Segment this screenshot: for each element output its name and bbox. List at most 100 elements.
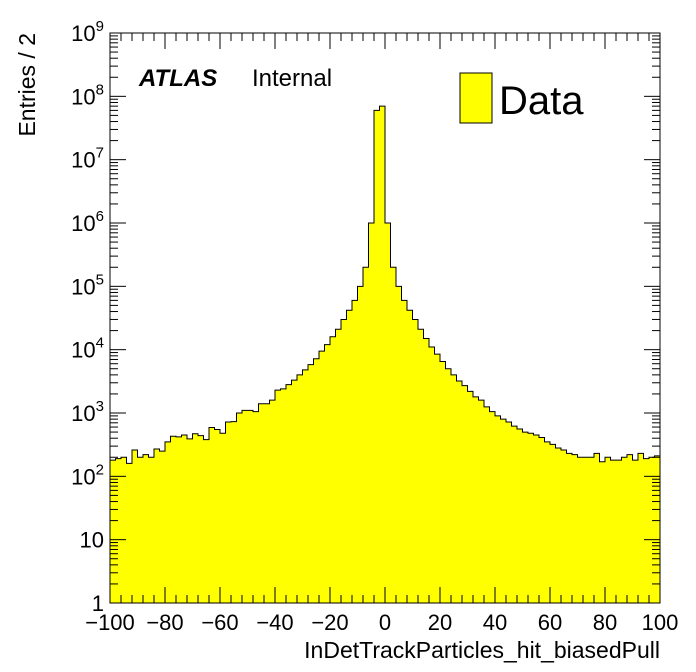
- histogram-bar: [418, 329, 424, 603]
- histogram-bar: [176, 436, 182, 603]
- histogram-bar: [126, 463, 132, 603]
- histogram-bar: [588, 457, 594, 603]
- histogram-bar: [478, 400, 484, 603]
- histogram-bar: [324, 344, 330, 603]
- histogram-bar: [572, 454, 578, 603]
- histogram-bar: [335, 329, 341, 603]
- histogram-bar: [456, 381, 462, 603]
- histogram-bar: [115, 458, 121, 603]
- histogram-bar: [242, 410, 248, 603]
- plot-frame: [109, 32, 661, 604]
- histogram-bar: [313, 358, 319, 603]
- histogram-bar: [484, 406, 490, 603]
- histogram-bar: [654, 455, 660, 603]
- histogram-bar: [561, 450, 567, 603]
- histogram-bar: [610, 460, 616, 603]
- histogram-bar: [412, 319, 418, 603]
- x-tick-label: 0: [379, 610, 391, 635]
- histogram-bar: [374, 110, 380, 603]
- histogram-bar: [165, 441, 171, 603]
- y-tick-label: 108: [71, 81, 104, 109]
- histogram-bar: [401, 300, 407, 603]
- histogram-bar: [467, 391, 473, 603]
- histogram-bar: [198, 435, 204, 603]
- histogram-bar: [462, 385, 468, 603]
- histogram-bar: [429, 347, 435, 603]
- x-tick-label: 40: [483, 610, 507, 635]
- histogram-bar: [533, 434, 539, 603]
- histogram-bar: [632, 460, 638, 603]
- y-tick-label: 104: [71, 335, 104, 363]
- y-tick-label: 103: [71, 398, 104, 426]
- histogram-bar: [379, 106, 385, 603]
- legend-swatch: [459, 72, 493, 124]
- histogram-bar: [269, 400, 275, 603]
- histogram-bar: [253, 411, 259, 603]
- histogram-bar: [500, 419, 506, 603]
- histogram-bar: [357, 286, 363, 603]
- histogram-bar: [132, 450, 138, 603]
- experiment-label: ATLAS: [138, 65, 217, 92]
- histogram-bar: [297, 374, 303, 603]
- histogram-bar: [286, 384, 292, 603]
- histogram-bar: [159, 451, 165, 603]
- histogram-bar: [231, 421, 237, 603]
- x-tick-label: −40: [256, 610, 293, 635]
- x-tick-label: −80: [146, 610, 183, 635]
- histogram-bar: [385, 223, 391, 603]
- histogram-bar: [390, 267, 396, 603]
- histogram-bar: [110, 460, 116, 603]
- histogram-bar: [247, 410, 253, 603]
- histogram-bar: [203, 439, 209, 603]
- histogram-bar: [511, 426, 517, 603]
- histogram-bar: [544, 441, 550, 603]
- histogram-bar: [440, 361, 446, 603]
- histogram-bar: [445, 368, 451, 603]
- legend: Data: [459, 72, 584, 124]
- histogram-bar: [473, 396, 479, 603]
- histogram-bar: [170, 436, 176, 603]
- histogram-bar: [275, 390, 281, 603]
- histogram-bar: [148, 457, 154, 603]
- y-tick-label: 10: [80, 528, 104, 553]
- histogram-bar: [566, 453, 572, 603]
- x-tick-label: −60: [201, 610, 238, 635]
- histogram-bar: [451, 374, 457, 603]
- histogram-bar: [577, 457, 583, 603]
- histogram-bar: [341, 319, 347, 603]
- histogram-bar: [506, 422, 512, 603]
- histogram-bar: [583, 457, 589, 603]
- histogram-bar: [154, 449, 160, 603]
- x-tick-labels: −100 −80 −60 −40 −20 0 20 40 60 80 100: [85, 610, 678, 635]
- y-tick-label: 105: [71, 271, 104, 299]
- histogram-bar: [528, 433, 534, 603]
- histogram-bar: [555, 448, 561, 603]
- histogram-bar: [550, 444, 556, 603]
- y-tick-label: 1: [92, 591, 104, 616]
- histogram-bar: [214, 429, 220, 603]
- histogram-bar: [319, 351, 325, 603]
- x-axis-title: InDetTrackParticles_hit_biasedPull: [304, 637, 660, 663]
- histogram-bar: [621, 457, 627, 603]
- histogram-bar: [489, 411, 495, 603]
- histogram-bar: [423, 338, 429, 603]
- histogram-bar: [616, 460, 622, 603]
- histogram-bar: [121, 457, 127, 603]
- histogram-bar: [599, 461, 605, 603]
- histogram-bar: [627, 454, 633, 603]
- x-tick-label: 100: [642, 610, 679, 635]
- histogram-bar: [308, 364, 314, 603]
- x-tick-label: 20: [428, 610, 452, 635]
- status-label: Internal: [252, 65, 332, 92]
- legend-entry-data: Data: [499, 79, 584, 123]
- histogram-bar: [363, 267, 369, 603]
- histogram-bar: [181, 434, 187, 603]
- histogram-bar: [396, 286, 402, 603]
- histogram-bar: [346, 310, 352, 603]
- histogram-outline: [109, 105, 661, 603]
- histogram-bar: [236, 413, 242, 603]
- histogram-bar: [143, 454, 149, 603]
- histogram-bar: [225, 422, 231, 603]
- histogram-bar: [605, 457, 611, 603]
